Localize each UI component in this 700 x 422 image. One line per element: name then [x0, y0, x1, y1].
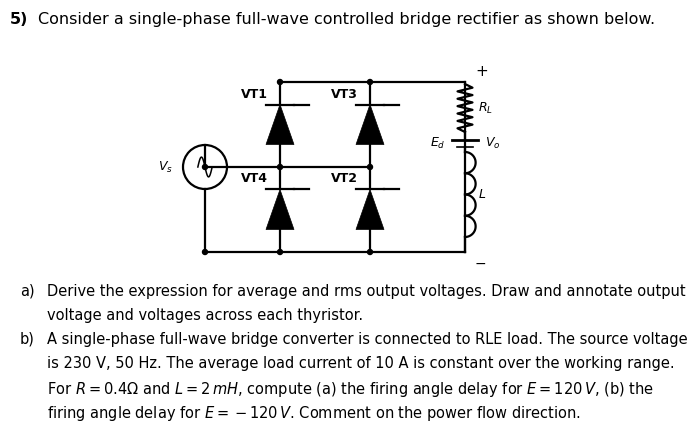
Text: For $R = 0.4\Omega$ and $L = 2\,mH$, compute (a) the firing angle delay for $E =: For $R = 0.4\Omega$ and $L = 2\,mH$, com…: [47, 380, 654, 399]
Text: $V_s$: $V_s$: [158, 160, 173, 175]
Text: −: −: [475, 257, 486, 271]
Text: +: +: [475, 64, 488, 79]
Text: a): a): [20, 284, 34, 299]
Circle shape: [368, 249, 372, 254]
Polygon shape: [356, 189, 384, 230]
Text: Consider a single-phase full-wave controlled bridge rectifier as shown below.: Consider a single-phase full-wave contro…: [38, 12, 655, 27]
Text: VT2: VT2: [331, 173, 358, 186]
Text: A single-phase full-wave bridge converter is connected to RLE load. The source v: A single-phase full-wave bridge converte…: [47, 332, 687, 347]
Text: firing angle delay for $E = -120\,V$. Comment on the power flow direction.: firing angle delay for $E = -120\,V$. Co…: [47, 404, 581, 422]
Circle shape: [368, 79, 372, 84]
Text: is 230 V, 50 Hz. The average load current of 10 A is constant over the working r: is 230 V, 50 Hz. The average load curren…: [47, 356, 675, 371]
Polygon shape: [356, 105, 384, 144]
Circle shape: [202, 165, 207, 170]
Text: Derive the expression for average and rms output voltages. Draw and annotate out: Derive the expression for average and rm…: [47, 284, 685, 299]
Polygon shape: [266, 189, 294, 230]
Circle shape: [277, 79, 283, 84]
Text: VT1: VT1: [241, 87, 268, 100]
Circle shape: [368, 165, 372, 170]
Text: $E_d$: $E_d$: [430, 136, 445, 151]
Polygon shape: [266, 105, 294, 144]
Text: 5): 5): [10, 12, 29, 27]
Text: VT3: VT3: [331, 87, 358, 100]
Circle shape: [277, 249, 283, 254]
Circle shape: [202, 249, 207, 254]
Text: $L$: $L$: [478, 188, 486, 201]
Text: VT4: VT4: [241, 173, 268, 186]
Text: voltage and voltages across each thyristor.: voltage and voltages across each thyrist…: [47, 308, 363, 323]
Text: b): b): [20, 332, 35, 347]
Circle shape: [277, 165, 283, 170]
Text: $V_o$: $V_o$: [485, 136, 500, 151]
Text: $R_L$: $R_L$: [478, 100, 493, 116]
